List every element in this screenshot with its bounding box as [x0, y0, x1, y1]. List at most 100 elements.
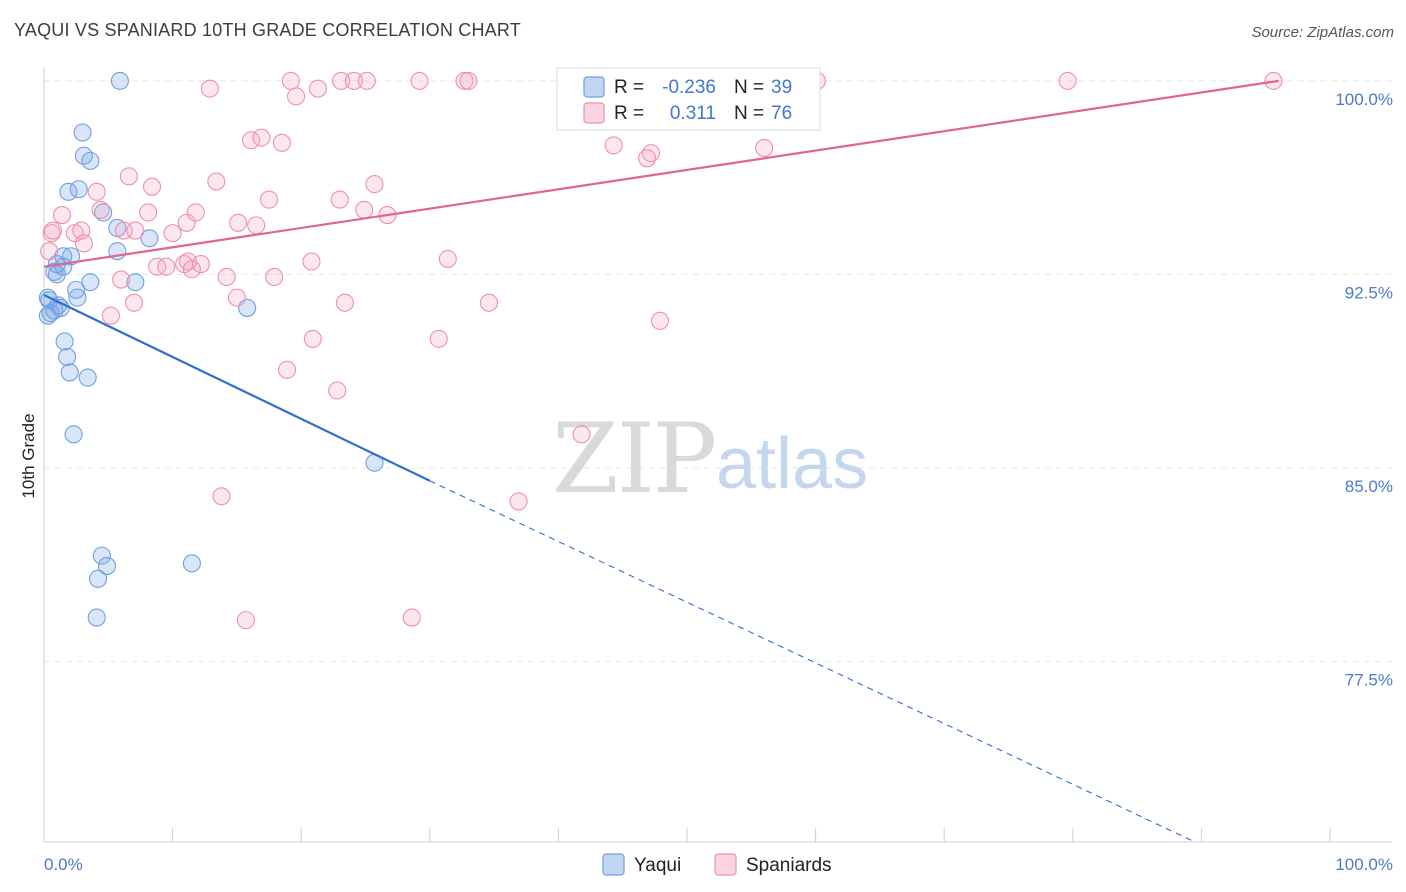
spaniards-point — [229, 213, 248, 232]
yaqui-point — [110, 71, 129, 90]
yaqui-point — [92, 546, 111, 565]
spaniards-point — [142, 177, 162, 196]
spaniards-point — [479, 293, 499, 312]
spaniards-point — [126, 221, 145, 240]
spaniards-point — [278, 360, 297, 379]
yaqui-trend-line — [43, 294, 431, 482]
spaniards-point — [91, 200, 110, 219]
spaniards-point — [139, 203, 158, 222]
watermark: ZIP atlas — [552, 403, 868, 515]
bottom-legend-spaniards-swatch — [714, 853, 737, 876]
legend-spaniards-n-label: N = — [734, 103, 764, 124]
spaniards-point — [429, 329, 448, 348]
spaniards-point — [438, 249, 457, 268]
yaqui-point — [67, 280, 86, 299]
spaniards-points — [40, 71, 1283, 630]
yaqui-point — [182, 554, 201, 573]
spaniards-point — [328, 381, 347, 400]
spaniards-point — [638, 149, 657, 168]
yaqui-point — [60, 363, 79, 382]
spaniards-point — [509, 492, 528, 511]
yaqui-point — [69, 180, 88, 199]
spaniards-point — [241, 131, 261, 150]
spaniards-point — [177, 213, 196, 232]
y-tick-label: 85.0% — [1345, 477, 1393, 496]
spaniards-point — [163, 224, 182, 243]
spaniards-point — [459, 71, 478, 90]
legend-box — [556, 67, 821, 131]
yaqui-point — [64, 425, 83, 444]
spaniards-point — [287, 87, 306, 106]
bottom-legend-yaqui-label: Yaqui — [634, 855, 681, 876]
yaqui-point — [47, 265, 66, 284]
spaniards-point — [365, 175, 384, 194]
spaniards-point — [330, 190, 349, 209]
yaqui-point — [38, 306, 57, 325]
spaniards-point — [207, 172, 226, 191]
grid-lines — [44, 80, 1392, 662]
spaniards-point — [74, 234, 93, 253]
yaqui-point — [81, 273, 100, 292]
spaniards-point — [302, 252, 321, 271]
legend-yaqui-r-value: -0.236 — [662, 77, 716, 98]
y-tick-label: 92.5% — [1345, 283, 1393, 302]
legend-spaniards-n-value: 76 — [771, 103, 792, 124]
tick-labels: 100.0% 92.5% 85.0% 77.5% 0.0% 100.0% — [44, 90, 1393, 874]
spaniards-point — [455, 71, 474, 90]
spaniards-point — [402, 608, 421, 627]
watermark-zip: ZIP — [552, 403, 715, 515]
yaqui-trend-extension — [429, 480, 1196, 843]
spaniards-trend-line — [43, 79, 1279, 268]
bottom-legend-spaniards-label: Spaniards — [746, 855, 832, 876]
spaniards-point — [43, 221, 63, 240]
spaniards-point — [357, 71, 376, 90]
spaniards-point — [335, 293, 354, 312]
yaqui-point — [94, 203, 113, 222]
spaniards-point — [200, 79, 219, 98]
legend-yaqui-n-label: N = — [734, 77, 764, 98]
yaqui-point — [41, 304, 60, 323]
correlation-legend: R = -0.236 N = 39 R = 0.311 N = 76 — [556, 67, 821, 131]
spaniards-point — [101, 306, 120, 325]
chart-title: YAQUI VS SPANIARD 10TH GRADE CORRELATION… — [14, 20, 521, 40]
legend-spaniards-swatch — [583, 102, 605, 124]
spaniards-point — [1058, 71, 1077, 90]
yaqui-point — [88, 569, 108, 588]
yaqui-point — [58, 347, 77, 367]
spaniards-point — [265, 267, 284, 287]
trend-lines — [43, 79, 1279, 843]
spaniards-point — [112, 270, 131, 289]
x-tick-label: 100.0% — [1335, 855, 1393, 874]
yaqui-points — [38, 71, 384, 627]
spaniards-point — [157, 257, 176, 276]
spaniards-point — [186, 203, 205, 222]
bottom-legend-yaqui-swatch — [602, 853, 625, 876]
y-axis-label: 10th Grade — [19, 413, 38, 498]
spaniards-point — [308, 79, 327, 98]
spaniards-point — [272, 133, 291, 152]
spaniards-point — [332, 71, 351, 90]
spaniards-point — [87, 182, 106, 201]
yaqui-point — [68, 288, 87, 307]
spaniards-point — [119, 167, 138, 186]
spaniards-point — [182, 260, 201, 279]
legend-yaqui-swatch — [583, 76, 605, 98]
legend-yaqui-r-label: R = — [614, 77, 644, 98]
y-tick-label: 100.0% — [1335, 90, 1393, 109]
spaniards-point — [236, 611, 255, 630]
y-tick-label: 77.5% — [1345, 670, 1393, 689]
legend-spaniards-r-label: R = — [614, 103, 644, 124]
yaqui-point — [140, 229, 159, 248]
spaniards-point — [604, 136, 623, 155]
legend-spaniards-r-value: 0.311 — [670, 103, 716, 124]
spaniards-point — [227, 288, 246, 307]
x-tick-label: 0.0% — [44, 855, 83, 874]
legend-yaqui-n-value: 39 — [771, 77, 792, 98]
yaqui-point — [97, 556, 117, 575]
spaniards-point — [755, 138, 774, 158]
axes — [43, 68, 1392, 843]
yaqui-point — [73, 123, 92, 142]
spaniards-point — [281, 71, 300, 90]
spaniards-point — [572, 425, 591, 444]
